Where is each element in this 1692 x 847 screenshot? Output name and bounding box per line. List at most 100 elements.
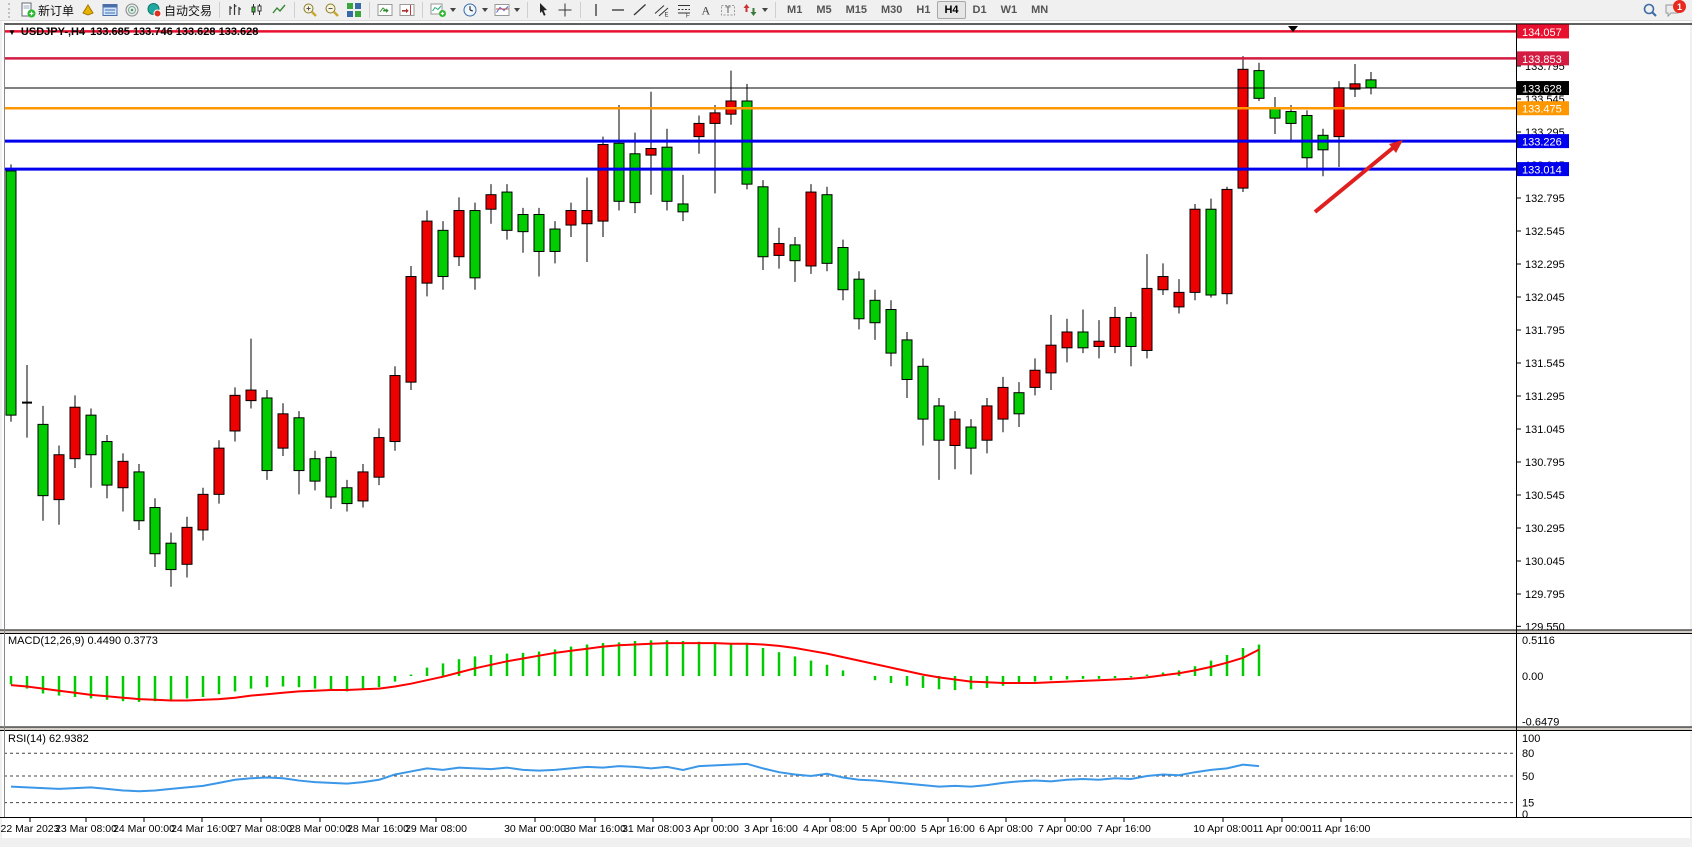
date-tick-label: 31 Mar 08:00 — [622, 823, 684, 835]
cursor-button[interactable] — [532, 0, 554, 20]
macd-label: MACD(12,26,9) 0.4490 0.3773 — [8, 635, 158, 647]
timeframe-m1-button[interactable]: M1 — [787, 4, 803, 16]
candlestick-chart-button[interactable] — [246, 0, 268, 20]
svg-text:F: F — [686, 14, 690, 19]
rsi-tick-label: 15 — [1522, 798, 1534, 810]
line-chart-icon — [272, 4, 286, 14]
timeframe-w1-button[interactable]: W1 — [1000, 4, 1018, 16]
trendline-button[interactable] — [629, 0, 651, 20]
chart-shift-marker[interactable] — [1288, 26, 1298, 32]
timeframe-m30-button[interactable]: M30 — [881, 4, 903, 16]
date-tick-label: 24 Mar 00:00 — [113, 823, 175, 835]
autotrade-button-label: 自动交易 — [164, 3, 213, 18]
periods-button[interactable] — [459, 0, 491, 20]
macd-tick-label: -0.6479 — [1522, 716, 1559, 728]
trendline-icon — [633, 4, 646, 16]
notifications-button[interactable]: 1 — [1664, 0, 1686, 18]
collapse-icon[interactable]: ▼ — [8, 27, 16, 37]
chart-shift-icon — [399, 4, 415, 16]
navigator-button[interactable] — [121, 0, 143, 20]
indicators-button[interactable] — [427, 0, 459, 20]
macd-panel — [9, 640, 1261, 702]
svg-text:A: A — [702, 4, 711, 18]
hline-icon — [612, 9, 625, 11]
annotation-arrow — [1313, 140, 1403, 214]
date-tick-label: 22 Mar 2023 — [1, 823, 60, 835]
line-chart-button[interactable] — [268, 0, 290, 20]
horizontal-line-button[interactable] — [607, 0, 629, 20]
cursor-icon — [540, 3, 548, 16]
date-tick-label: 28 Mar 00:00 — [289, 823, 351, 835]
templates-icon — [494, 4, 510, 16]
toolbar-separator — [527, 2, 529, 18]
new-order-button[interactable]: 新订单 — [17, 0, 77, 20]
timeframe-m15-button[interactable]: M15 — [845, 4, 867, 16]
timeframe-h4-button[interactable]: H4 — [937, 1, 966, 19]
price-badge — [1517, 81, 1569, 96]
date-tick-label: 3 Apr 00:00 — [685, 823, 739, 835]
bar-chart-button[interactable] — [224, 0, 246, 20]
zoom-in-button[interactable] — [299, 0, 321, 20]
price-tick-label: 130.795 — [1525, 457, 1565, 469]
date-tick-label: 29 Mar 08:00 — [405, 823, 467, 835]
tile-windows-button[interactable] — [343, 0, 365, 20]
equidistant-channel-button[interactable]: E — [651, 0, 673, 20]
chart-wizard-button[interactable] — [77, 0, 99, 20]
rsi-tick-label: 80 — [1522, 748, 1534, 760]
autotrade-icon — [147, 3, 162, 18]
toolbar-separator — [775, 2, 777, 18]
toolbar-right: 1 — [1642, 0, 1692, 18]
market-watch-button[interactable] — [99, 0, 121, 20]
zoom-in-icon — [303, 3, 317, 17]
arrows-button[interactable] — [739, 0, 771, 20]
date-tick-label: 24 Mar 16:00 — [171, 823, 233, 835]
macd-tick-label: 0.5116 — [1522, 635, 1555, 647]
timeframe-mn-button[interactable]: MN — [1031, 4, 1049, 16]
text-button[interactable]: A — [695, 0, 717, 20]
date-tick-label: 4 Apr 08:00 — [803, 823, 857, 835]
chart-shift-button[interactable] — [396, 0, 418, 20]
crosshair-button[interactable] — [554, 0, 576, 20]
label-icon: T — [721, 5, 736, 16]
channel-icon: E — [654, 5, 669, 19]
date-tick-label: 30 Mar 00:00 — [504, 823, 566, 835]
auto-scroll-button[interactable] — [374, 0, 396, 20]
market-watch-icon — [102, 4, 118, 16]
crosshair-icon — [558, 3, 572, 17]
date-tick-label: 23 Mar 08:00 — [55, 823, 117, 835]
date-tick-label: 27 Mar 08:00 — [230, 823, 292, 835]
price-tick-label: 130.295 — [1525, 523, 1565, 535]
zoom-out-button[interactable] — [321, 0, 343, 20]
svg-text:E: E — [665, 13, 669, 19]
templates-button[interactable] — [491, 0, 523, 20]
chevron-down-icon — [450, 8, 457, 12]
fibonacci-icon: F — [678, 5, 691, 19]
autotrade-button[interactable]: 自动交易 — [143, 0, 215, 20]
fibonacci-button[interactable]: F — [673, 0, 695, 20]
vline-icon — [595, 4, 597, 16]
search-icon[interactable] — [1642, 2, 1658, 18]
price-badge — [1517, 51, 1569, 66]
timeframe-m5-button[interactable]: M5 — [816, 4, 832, 16]
toolbar-separator — [294, 2, 296, 18]
timeframe-h1-button[interactable]: H1 — [916, 4, 931, 16]
timeframe-d1-button[interactable]: D1 — [972, 4, 987, 16]
toolbar: 新订单 自动交易 E F A T M1 M5 M15 M30 H1 H4 D1 W1 MN 1 — [0, 0, 1692, 21]
date-tick-label: 7 Apr 16:00 — [1097, 823, 1151, 835]
price-badge-label: 133.853 — [1522, 54, 1562, 66]
price-badge-label: 133.475 — [1522, 104, 1562, 116]
price-tick-label: 131.045 — [1525, 424, 1565, 436]
price-badge-label: 133.014 — [1522, 165, 1562, 177]
toolbar-separator — [422, 2, 424, 18]
date-tick-label: 30 Mar 16:00 — [564, 823, 626, 835]
date-tick-label: 5 Apr 00:00 — [862, 823, 916, 835]
periods-icon — [463, 3, 477, 17]
price-tick-label: 129.550 — [1525, 621, 1565, 633]
text-label-button[interactable]: T — [717, 0, 739, 20]
navigator-icon — [125, 3, 139, 17]
vertical-line-button[interactable] — [585, 0, 607, 20]
rsi-tick-label: 100 — [1522, 733, 1540, 745]
chevron-down-icon — [762, 8, 769, 12]
symbol-label: USDJPY-,H4 — [20, 26, 86, 38]
